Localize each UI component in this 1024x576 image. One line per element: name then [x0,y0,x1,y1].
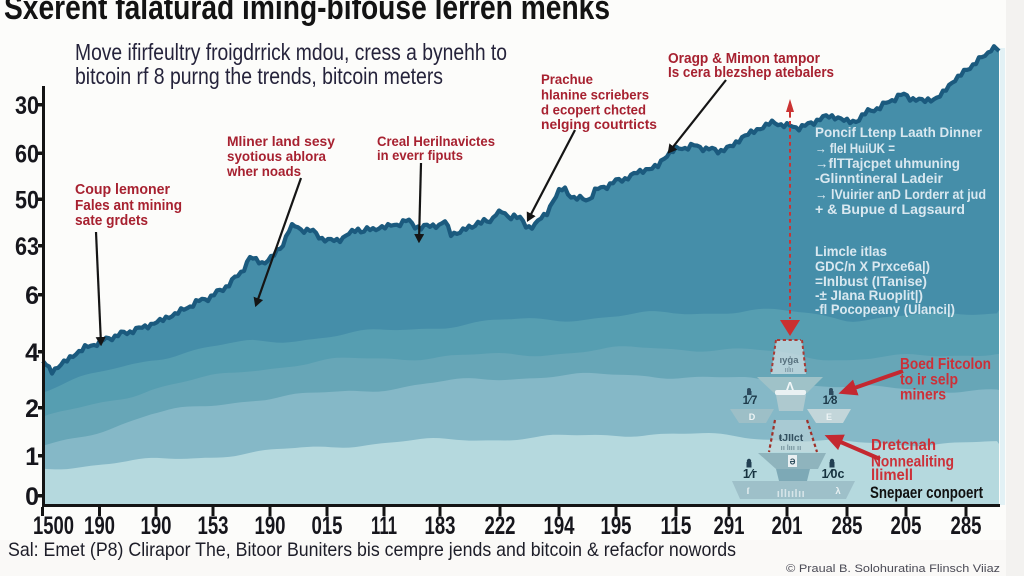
svg-text:GDC/n X Prxce6a|): GDC/n X Prxce6a|) [815,259,930,274]
svg-text:to ir selp: to ir selp [900,372,958,389]
svg-text:llimell: llimell [871,467,913,484]
svg-text:Ə: Ə [790,458,796,467]
svg-text:6: 6 [25,282,39,310]
svg-text:Creal Herilnavictes: Creal Herilnavictes [377,133,495,149]
svg-text:hlanine scriebers: hlanine scriebers [541,88,649,103]
svg-text:111: 111 [371,512,397,540]
svg-text:60: 60 [15,141,39,169]
svg-text:Move ifirfeultry froigdrrick m: Move ifirfeultry froigdrrick mdou, cress… [75,39,507,65]
svg-text:ıı lııı ıı: ıı lııı ıı [781,443,801,452]
svg-text:Snepaer conpoert: Snepaer conpoert [870,484,983,502]
svg-text:Prachue: Prachue [541,72,593,87]
svg-text:63: 63 [15,233,39,261]
svg-text:nelging coutrticts: nelging coutrticts [541,117,657,132]
svg-text:Is cera blezshep atebalers: Is cera blezshep atebalers [668,65,834,81]
svg-text:2: 2 [25,395,39,423]
svg-text:D: D [749,412,756,422]
svg-text:Limcle itlas: Limcle itlas [815,244,887,259]
svg-text:d ecopert chcted: d ecopert chcted [541,103,646,118]
svg-text:190: 190 [141,512,172,540]
svg-text:1: 1 [25,443,39,471]
svg-text:153: 153 [198,512,229,540]
svg-text:195: 195 [601,512,632,540]
svg-text:© Praual B. Solohuratina Flins: © Praual B. Solohuratina Flinsch Viiaz [786,563,1000,575]
svg-text:miners: miners [900,387,946,404]
svg-text:ıyġa: ıyġa [779,355,799,366]
svg-text:190: 190 [255,512,286,540]
svg-text:E: E [826,412,832,422]
svg-text:ŧJIIct: ŧJIIct [779,432,804,444]
svg-text:1⁄г: 1⁄г [743,467,757,481]
svg-text:194: 194 [544,512,575,540]
svg-text:→ fleI HuiUK =: → fleI HuiUK = [815,141,895,156]
svg-text:201: 201 [772,512,803,540]
svg-text:183: 183 [425,512,456,540]
svg-text:-± JIana Ruoplit|): -± JIana Ruoplit|) [815,288,923,303]
svg-text:ıılıı: ıılıı [784,367,793,374]
svg-text:→ lVuirier anD Lorderr at jud: → lVuirier anD Lorderr at jud [815,187,986,202]
svg-text:Sxerent falaturad iming-bifous: Sxerent falaturad iming-bifouse lerren m… [4,0,610,27]
svg-text:222: 222 [485,512,516,540]
svg-text:4: 4 [25,339,39,367]
svg-text:1⁄7: 1⁄7 [743,395,758,407]
svg-text:Nonnealiting: Nonnealiting [871,454,954,471]
svg-text:wher noads: wher noads [226,163,301,179]
svg-text:285: 285 [951,512,982,540]
svg-text:Oragp & Mimon tampor: Oragp & Mimon tampor [668,51,820,67]
svg-text:Boed Fitcolon: Boed Fitcolon [900,356,991,373]
svg-text:=Inlbust (ITanise): =Inlbust (ITanise) [815,274,927,289]
svg-text:1⁄8: 1⁄8 [823,395,838,407]
svg-text:Mliner land sesy: Mliner land sesy [227,133,335,149]
svg-text:0: 0 [25,483,39,511]
svg-text:015: 015 [312,512,343,540]
svg-text:1500: 1500 [33,512,74,540]
svg-text:50: 50 [15,187,39,215]
svg-text:in everr fiputs: in everr fiputs [377,147,463,163]
svg-text:Coup lemoner: Coup lemoner [75,182,170,198]
svg-text:115: 115 [661,512,692,540]
svg-text:30: 30 [15,92,39,120]
svg-text:ſ: ſ [747,486,750,497]
svg-text:ıllıılıı: ıllıılıı [777,488,805,500]
svg-text:285: 285 [832,512,863,540]
svg-text:Dretcnah: Dretcnah [871,437,936,454]
svg-text:1⁄0c: 1⁄0c [822,467,845,481]
svg-text:Sal: Emet (P8) Clirapor The, B: Sal: Emet (P8) Clirapor The, Bitoor Buni… [8,539,736,561]
svg-text:syotious ablora: syotious ablora [227,148,326,164]
svg-text:λ: λ [835,486,841,497]
svg-text:Poncif Ltenp Laath Dinner: Poncif Ltenp Laath Dinner [815,125,983,140]
svg-text:bitcoin rf 8 purng the trends,: bitcoin rf 8 purng the trends, bitcoin m… [75,63,443,89]
svg-text:190: 190 [84,512,115,540]
svg-text:sate grdets: sate grdets [75,213,148,229]
svg-text:291: 291 [714,512,745,540]
svg-text:-fl Pocopeany (Ulanci|): -fl Pocopeany (Ulanci|) [815,302,955,317]
svg-text:205: 205 [891,512,922,540]
svg-text:→flTTajcpet uhmuning: →flTTajcpet uhmuning [815,156,960,171]
svg-text:Λ: Λ [786,379,795,394]
svg-text:-Glinntineral Ladeir: -Glinntineral Ladeir [815,171,944,186]
svg-text:+ & Bupue d Lagsaurd: + & Bupue d Lagsaurd [815,202,965,217]
svg-text:Fales ant mining: Fales ant mining [75,198,182,214]
